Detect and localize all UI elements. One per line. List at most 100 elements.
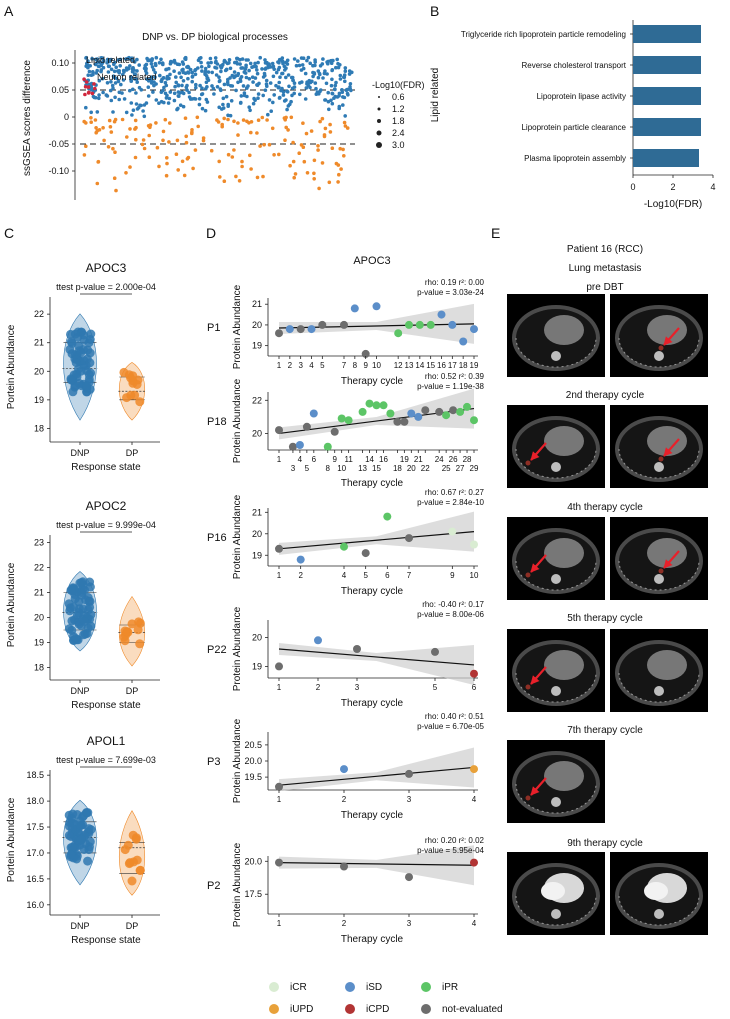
- panel-d-xtick-label: 22: [421, 464, 430, 473]
- panel-a-point: [326, 61, 330, 66]
- panel-d-stats-line-2: p-value = 5.95e-04: [417, 846, 484, 855]
- panel-d-ylabel: Protein Abundance: [232, 842, 243, 927]
- panel-a-point: [297, 151, 302, 155]
- panel-d-data-point: [361, 349, 370, 358]
- panel-a-legend-marker: [378, 96, 380, 98]
- panel-a-point: [129, 75, 133, 79]
- ct-organ-highlight: [541, 882, 565, 900]
- panel-a-point: [270, 126, 275, 131]
- panel-d-data-point: [285, 325, 294, 334]
- panel-d-stats-line-1: rho: 0.67 r²: 0.27: [425, 488, 485, 497]
- panel-a-point: [184, 134, 188, 139]
- ct-ribs: [618, 560, 700, 591]
- panel-a-point: [215, 85, 220, 89]
- ct-scan-image: [507, 294, 605, 377]
- panel-d-data-point: [421, 406, 430, 415]
- panel-a-point: [336, 61, 340, 66]
- panel-d-xlabel: Therapy cycle: [341, 698, 404, 709]
- panel-b-xtick-label: 0: [630, 182, 635, 192]
- panel-a-point: [167, 96, 172, 101]
- panel-a-point: [163, 91, 168, 96]
- panel-a-point: [312, 158, 317, 163]
- panel-d-xtick-label: 5: [320, 361, 325, 370]
- panel-c-data-point: [119, 367, 129, 377]
- panel-a-point: [338, 73, 343, 78]
- panel-a-point: [105, 81, 110, 85]
- panel-c-data-point: [84, 370, 94, 380]
- panel-c-group-label: DP: [126, 448, 139, 458]
- panel-a-point: [248, 153, 252, 158]
- panel-a-point: [164, 173, 169, 178]
- panel-d-xtick-label: 14: [415, 361, 424, 370]
- panel-a-point: [247, 68, 251, 73]
- panel-a-point: [239, 66, 243, 70]
- panel-d-stats-line-1: rho: 0.52 r²: 0.39: [425, 372, 485, 381]
- panel-a-point: [260, 67, 264, 71]
- panel-b-bar: [633, 149, 699, 167]
- ct-lesion: [525, 684, 531, 690]
- panel-a-point: [128, 88, 132, 93]
- panel-a-point: [116, 79, 121, 84]
- panel-c-data-point: [127, 876, 137, 886]
- panel-d-data-point: [323, 442, 332, 451]
- panel-d-data-point: [394, 329, 403, 338]
- panel-a-point: [139, 88, 144, 92]
- panel-a-point: [206, 61, 210, 65]
- panel-a-point: [106, 70, 111, 74]
- panel-a-point: [222, 59, 227, 64]
- ct-spine: [654, 686, 664, 696]
- panel-a-point: [140, 142, 145, 147]
- panel-d-ytick-label: 20: [252, 529, 262, 539]
- panel-e-stage-label: 4th therapy cycle: [567, 502, 643, 513]
- panel-a-point: [272, 153, 276, 157]
- panel-a-point: [181, 62, 186, 66]
- panel-c-data-point: [85, 358, 95, 368]
- panel-a-point: [106, 145, 111, 149]
- panel-a-point: [278, 75, 282, 79]
- annotation-neuron-related: Neuron related: [97, 72, 157, 82]
- panel-a-point: [240, 159, 244, 164]
- panel-a-point: [339, 167, 343, 171]
- panel-a-point: [308, 61, 313, 66]
- panel-b-bar: [633, 87, 701, 105]
- panel-c-data-point: [128, 371, 138, 381]
- panel-d-xlabel: Therapy cycle: [341, 934, 404, 945]
- ct-organ-highlight: [644, 882, 668, 900]
- ct-spine: [551, 686, 561, 696]
- panel-d-data-point: [302, 422, 311, 431]
- panel-a-point: [313, 81, 318, 85]
- panel-a-point: [104, 93, 109, 97]
- panel-a-point: [180, 83, 184, 88]
- panel-a-point: [343, 79, 347, 84]
- panel-a-point: [101, 90, 105, 95]
- panel-c-data-point: [64, 821, 74, 831]
- panel-a-point: [289, 115, 294, 120]
- panel-c-data-point: [133, 625, 143, 635]
- panel-d-data-point: [405, 320, 413, 329]
- panel-a-ytick-label: -0.05: [48, 139, 69, 149]
- panel-d-xtick-label: 16: [437, 361, 446, 370]
- panel-d-xtick-label: 9: [332, 455, 337, 464]
- panel-a-point: [301, 121, 305, 125]
- panel-e-stage-label: 7th therapy cycle: [567, 725, 643, 736]
- panel-c-data-point: [131, 833, 141, 843]
- panel-a-point: [343, 66, 348, 70]
- panel-a-point: [286, 73, 291, 77]
- panel-b-xticks: 0 2 4: [630, 175, 716, 192]
- panel-a-point: [316, 75, 321, 80]
- panel-a-point: [112, 176, 117, 180]
- panel-a-point: [113, 81, 118, 85]
- panel-c-ytick-label: 21: [34, 588, 44, 598]
- panel-a-point: [180, 159, 185, 164]
- panel-a-point: [120, 91, 124, 95]
- panel-d-ytick-label: 20.0: [244, 856, 262, 866]
- panel-a-point: [229, 84, 233, 88]
- panel-a-point: [158, 73, 162, 78]
- ct-spine: [654, 574, 664, 584]
- panel-a-point: [113, 95, 117, 100]
- panel-a-point: [149, 81, 154, 85]
- panel-a-point: [142, 146, 147, 151]
- panel-a-point: [248, 61, 253, 66]
- panel-a-title: DNP vs. DP biological processes: [142, 32, 288, 43]
